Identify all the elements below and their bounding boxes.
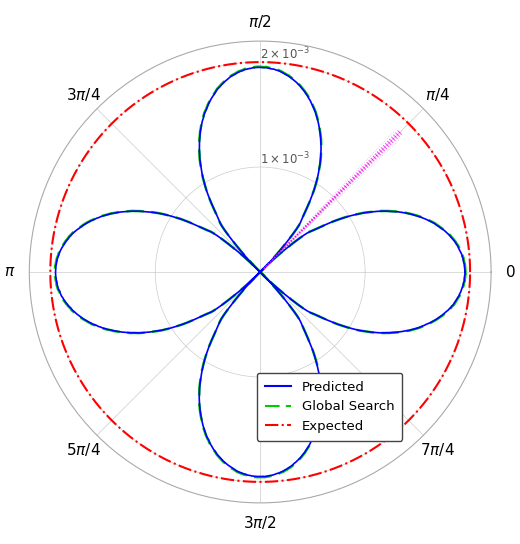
Legend: Predicted, Global Search, Expected: Predicted, Global Search, Expected [257,373,402,441]
